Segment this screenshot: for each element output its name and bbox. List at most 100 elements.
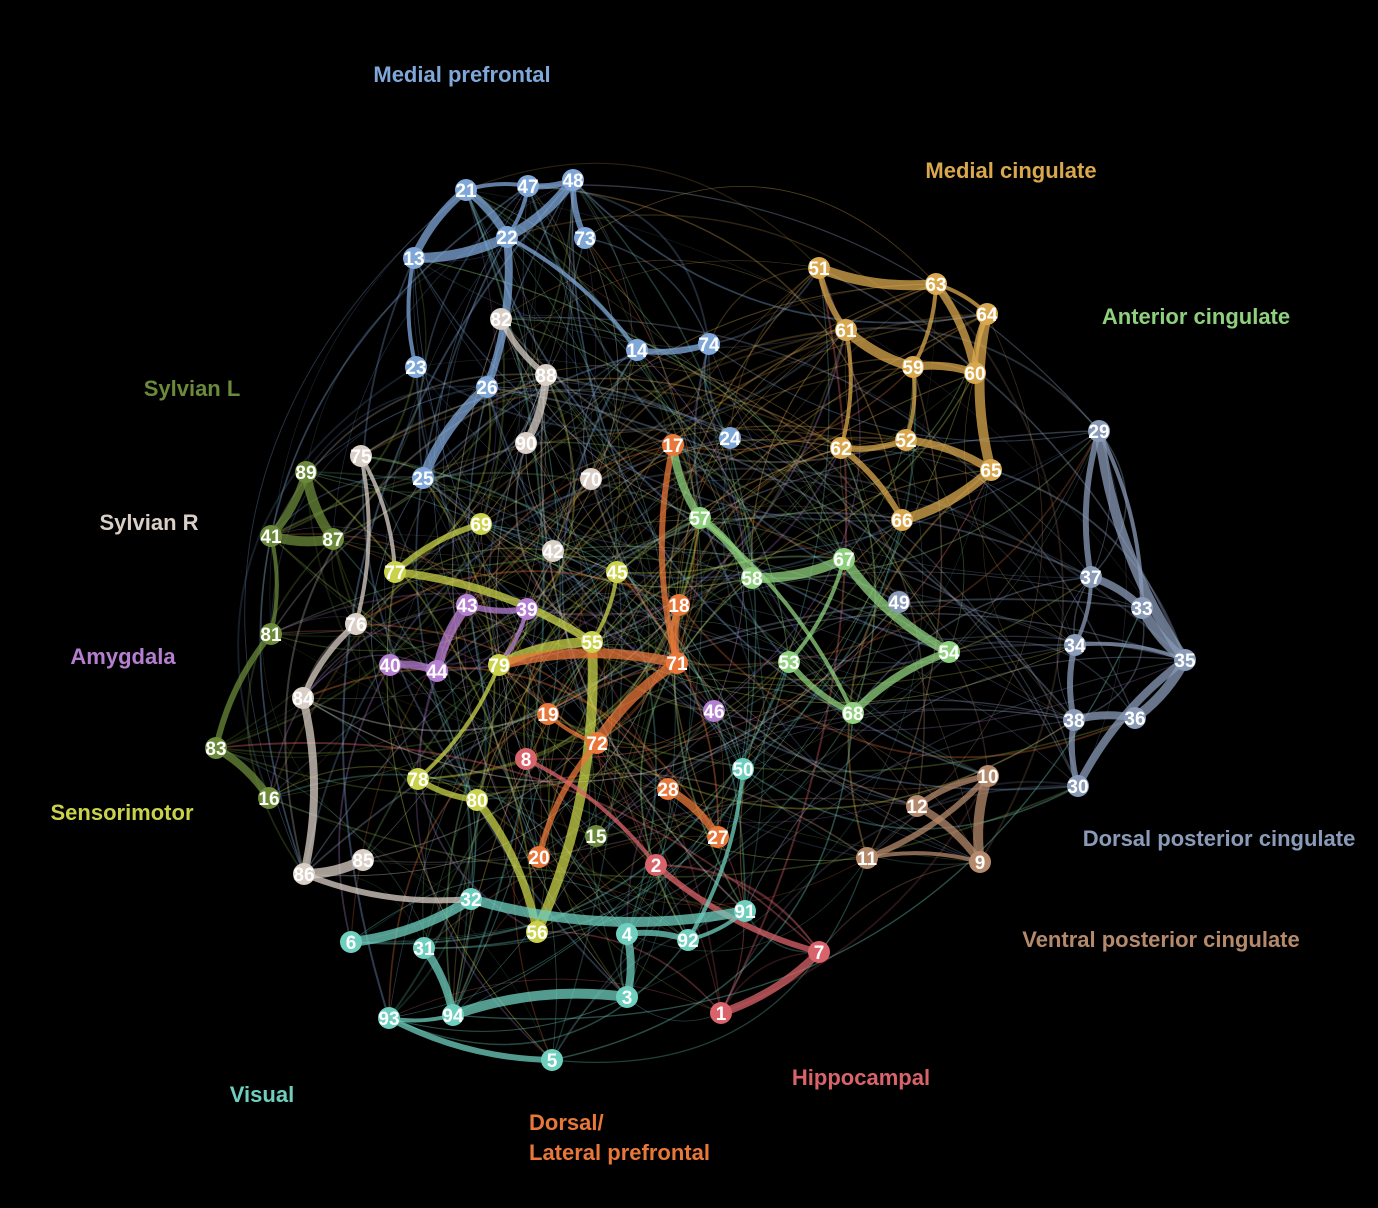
node-35[interactable]: 35 bbox=[1174, 649, 1196, 672]
node-25[interactable]: 25 bbox=[412, 467, 434, 490]
node-19[interactable]: 19 bbox=[537, 703, 559, 726]
node-71[interactable]: 71 bbox=[666, 652, 688, 675]
node-37[interactable]: 37 bbox=[1080, 566, 1102, 589]
background-link bbox=[866, 366, 943, 859]
node-41[interactable]: 41 bbox=[260, 525, 282, 548]
node-23[interactable]: 23 bbox=[405, 356, 427, 379]
node-13[interactable]: 13 bbox=[403, 247, 425, 270]
node-8[interactable]: 8 bbox=[515, 748, 537, 771]
node-44[interactable]: 44 bbox=[426, 660, 448, 683]
node-27[interactable]: 27 bbox=[707, 826, 729, 849]
node-58[interactable]: 58 bbox=[741, 567, 763, 590]
node-61[interactable]: 61 bbox=[835, 319, 857, 342]
node-53[interactable]: 53 bbox=[778, 651, 800, 674]
node-28[interactable]: 28 bbox=[657, 778, 679, 801]
node-21[interactable]: 21 bbox=[455, 179, 477, 202]
node-68[interactable]: 68 bbox=[842, 702, 864, 725]
node-11[interactable]: 11 bbox=[856, 847, 878, 870]
node-5[interactable]: 5 bbox=[541, 1049, 563, 1072]
node-76[interactable]: 76 bbox=[345, 613, 367, 636]
node-18[interactable]: 18 bbox=[668, 594, 690, 617]
node-60[interactable]: 60 bbox=[964, 362, 986, 385]
node-4[interactable]: 4 bbox=[616, 923, 638, 946]
node-93[interactable]: 93 bbox=[378, 1007, 400, 1030]
node-90[interactable]: 90 bbox=[515, 432, 537, 455]
node-1[interactable]: 1 bbox=[710, 1002, 732, 1025]
node-67[interactable]: 67 bbox=[833, 548, 855, 571]
node-48[interactable]: 48 bbox=[562, 169, 584, 192]
node-14[interactable]: 14 bbox=[626, 339, 648, 362]
node-87[interactable]: 87 bbox=[322, 528, 344, 551]
node-9[interactable]: 9 bbox=[969, 851, 991, 874]
node-77[interactable]: 77 bbox=[384, 561, 406, 584]
node-33[interactable]: 33 bbox=[1131, 597, 1153, 620]
node-7[interactable]: 7 bbox=[808, 941, 830, 964]
node-6[interactable]: 6 bbox=[340, 931, 362, 954]
node-94[interactable]: 94 bbox=[442, 1004, 464, 1027]
node-89[interactable]: 89 bbox=[295, 461, 317, 484]
node-57[interactable]: 57 bbox=[689, 507, 711, 530]
node-32[interactable]: 32 bbox=[460, 888, 482, 911]
node-75[interactable]: 75 bbox=[350, 445, 372, 468]
node-83[interactable]: 83 bbox=[205, 737, 227, 760]
node-39[interactable]: 39 bbox=[516, 598, 538, 621]
node-91[interactable]: 91 bbox=[734, 900, 756, 923]
node-24[interactable]: 24 bbox=[719, 427, 741, 450]
background-link bbox=[332, 538, 474, 1016]
node-92[interactable]: 92 bbox=[677, 929, 699, 952]
node-46[interactable]: 46 bbox=[703, 700, 725, 723]
node-30[interactable]: 30 bbox=[1067, 775, 1089, 798]
node-65[interactable]: 65 bbox=[980, 459, 1002, 482]
node-72[interactable]: 72 bbox=[586, 732, 608, 755]
node-82[interactable]: 82 bbox=[490, 308, 512, 331]
node-15[interactable]: 15 bbox=[585, 825, 607, 848]
node-59[interactable]: 59 bbox=[902, 356, 924, 379]
node-88[interactable]: 88 bbox=[535, 364, 557, 387]
node-38[interactable]: 38 bbox=[1063, 709, 1085, 732]
node-49[interactable]: 49 bbox=[888, 591, 910, 614]
node-79[interactable]: 79 bbox=[488, 654, 510, 677]
node-47[interactable]: 47 bbox=[517, 175, 539, 198]
node-label: 61 bbox=[835, 321, 857, 342]
node-36[interactable]: 36 bbox=[1124, 707, 1146, 730]
node-85[interactable]: 85 bbox=[352, 849, 374, 872]
node-70[interactable]: 70 bbox=[580, 468, 602, 491]
node-50[interactable]: 50 bbox=[732, 758, 754, 781]
node-51[interactable]: 51 bbox=[808, 257, 830, 280]
node-86[interactable]: 86 bbox=[293, 863, 315, 886]
node-31[interactable]: 31 bbox=[413, 937, 435, 960]
node-74[interactable]: 74 bbox=[698, 333, 720, 356]
node-69[interactable]: 69 bbox=[470, 513, 492, 536]
node-78[interactable]: 78 bbox=[407, 768, 429, 791]
node-62[interactable]: 62 bbox=[830, 437, 852, 460]
node-81[interactable]: 81 bbox=[260, 623, 282, 646]
node-84[interactable]: 84 bbox=[292, 687, 314, 710]
node-42[interactable]: 42 bbox=[542, 540, 564, 563]
node-20[interactable]: 20 bbox=[528, 846, 550, 869]
node-34[interactable]: 34 bbox=[1064, 634, 1086, 657]
node-10[interactable]: 10 bbox=[977, 765, 999, 788]
link-30-35 bbox=[1074, 656, 1189, 790]
node-63[interactable]: 63 bbox=[925, 273, 947, 296]
node-56[interactable]: 56 bbox=[526, 921, 548, 944]
node-64[interactable]: 64 bbox=[976, 303, 998, 326]
node-29[interactable]: 29 bbox=[1088, 420, 1110, 443]
node-26[interactable]: 26 bbox=[476, 376, 498, 399]
node-16[interactable]: 16 bbox=[258, 787, 280, 810]
node-2[interactable]: 2 bbox=[645, 854, 667, 877]
node-22[interactable]: 22 bbox=[496, 226, 518, 249]
node-17[interactable]: 17 bbox=[662, 434, 684, 457]
node-43[interactable]: 43 bbox=[456, 594, 478, 617]
node-73[interactable]: 73 bbox=[574, 227, 596, 250]
node-40[interactable]: 40 bbox=[379, 654, 401, 677]
node-55[interactable]: 55 bbox=[581, 631, 603, 654]
node-66[interactable]: 66 bbox=[891, 509, 913, 532]
node-3[interactable]: 3 bbox=[616, 986, 638, 1009]
node-80[interactable]: 80 bbox=[466, 789, 488, 812]
node-marker bbox=[677, 929, 699, 951]
node-54[interactable]: 54 bbox=[938, 641, 960, 664]
node-52[interactable]: 52 bbox=[895, 429, 917, 452]
node-12[interactable]: 12 bbox=[906, 795, 928, 818]
node-45[interactable]: 45 bbox=[606, 561, 628, 584]
module-labels: Medial prefrontal Medial cingulate Anterio… bbox=[50, 62, 1355, 1165]
